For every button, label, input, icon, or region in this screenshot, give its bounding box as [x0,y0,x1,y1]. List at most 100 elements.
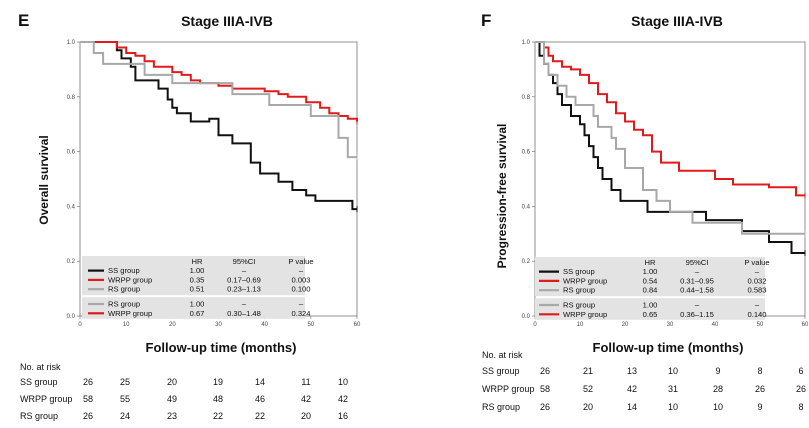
y-tick-label: 0.2 [522,259,531,265]
x-axis-label: Follow-up time (months) [593,340,744,355]
risk-table-count: 24 [120,411,130,421]
survival-curve-rs-group [535,41,805,235]
risk-table-count: 19 [213,377,223,387]
chart-title: Stage IIIA-IVB [181,13,273,29]
risk-table-group-label: RS group [482,402,520,412]
risk-table-count: 20 [583,402,593,412]
risk-table-group-label: WRPP group [20,394,72,404]
y-tick-label: 0.6 [522,150,531,156]
risk-table-count: 52 [583,384,593,394]
p-value: 0.100 [291,285,310,294]
p-value: – [299,300,304,309]
y-tick-label: 0.8 [67,95,76,101]
legend-label: RS group [563,301,595,310]
survival-curve-wrpp-group [535,41,805,197]
risk-table-count: 55 [120,394,130,404]
risk-table-count: 46 [255,394,265,404]
legend-label: WRPP group [108,275,152,284]
risk-table-group-label: SS group [482,366,520,376]
ci-value: – [695,267,700,276]
legend-label: RS group [108,300,140,309]
legend-label: RS group [108,285,140,294]
ci-value: 0.30–1.48 [227,309,261,318]
y-tick-label: 0.0 [522,314,531,320]
y-tick-label: 0.4 [522,204,531,210]
ci-value: 0.31–0.95 [680,276,714,285]
risk-table-count: 26 [83,411,93,421]
risk-table-count: 14 [627,402,637,412]
y-tick-label: 1.0 [522,40,531,46]
risk-table-count: 26 [540,402,550,412]
hr-table-header: 95%CI [233,257,256,266]
risk-table-count: 8 [798,402,803,412]
legend-label: SS group [108,266,140,275]
y-axis-label: Progression-free survival [495,124,509,269]
risk-table-count: 26 [540,366,550,376]
hr-table-background [535,257,765,297]
risk-table-count: 10 [713,402,723,412]
risk-table-count: 20 [167,377,177,387]
hr-value: 0.65 [643,310,658,319]
x-tick-label: 20 [622,322,629,328]
p-value: 0.032 [747,276,766,285]
risk-table-count: 20 [301,411,311,421]
risk-table-count: 26 [796,384,806,394]
risk-table-count: 10 [338,377,348,387]
survival-curve-rs-group [80,41,357,159]
risk-table-count: 22 [255,411,265,421]
hr-value: 1.00 [643,301,658,310]
risk-table-count: 42 [301,394,311,404]
x-axis-label: Follow-up time (months) [146,340,297,355]
hr-table-background [535,298,765,320]
risk-table-count: 25 [120,377,130,387]
risk-table-count: 26 [83,377,93,387]
risk-table-count: 42 [627,384,637,394]
p-value: – [755,267,760,276]
risk-table-group-label: RS group [20,411,58,421]
survival-curve-ss-group [535,41,805,254]
risk-table-count: 26 [755,384,765,394]
risk-table-count: 42 [338,394,348,404]
risk-table-title: No. at risk [20,362,61,372]
x-tick-label: 60 [354,322,361,328]
ci-value: 0.44–1.58 [680,286,714,295]
x-tick-label: 50 [757,322,764,328]
ci-value: 0.23–1.13 [227,285,261,294]
risk-table-count: 23 [167,411,177,421]
x-tick-label: 50 [307,322,314,328]
p-value: – [755,301,760,310]
hr-value: 0.54 [643,276,658,285]
x-tick-label: 0 [533,322,537,328]
risk-table-count: 9 [715,366,720,376]
x-tick-label: 20 [169,322,176,328]
ci-value: 0.17–0.69 [227,275,261,284]
y-tick-label: 0.2 [67,259,76,265]
hr-value: 0.51 [190,285,205,294]
x-tick-label: 30 [667,322,674,328]
y-tick-label: 1.0 [67,40,76,46]
hr-table-header: HR [192,257,203,266]
legend-label: SS group [563,267,595,276]
x-tick-label: 60 [802,322,809,328]
legend-label: WRPP group [563,276,607,285]
hr-value: 0.67 [190,309,205,318]
risk-table-group-label: SS group [20,377,58,387]
x-tick-label: 10 [123,322,130,328]
risk-table-count: 21 [583,366,593,376]
risk-table-count: 31 [668,384,678,394]
risk-table-count: 58 [540,384,550,394]
legend-label: WRPP group [563,310,607,319]
p-value: 0.003 [291,275,310,284]
y-tick-label: 0.0 [67,314,76,320]
ci-value: 0.36–1.15 [680,310,714,319]
ci-value: – [695,301,700,310]
ci-value: – [242,300,247,309]
hr-table-header: 95%CI [686,258,709,267]
x-tick-label: 40 [712,322,719,328]
survival-curve-wrpp-group [80,41,358,122]
risk-table-count: 10 [668,366,678,376]
hr-table-background [82,256,305,296]
x-tick-label: 0 [78,322,82,328]
